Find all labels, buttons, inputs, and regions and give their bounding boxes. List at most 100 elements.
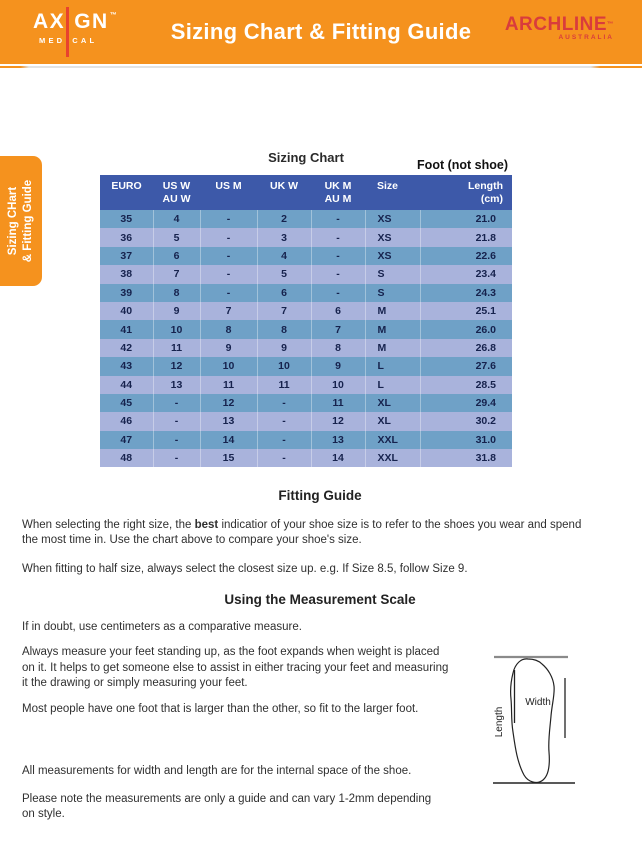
table-cell: 43 bbox=[100, 357, 153, 376]
table-cell: S bbox=[364, 283, 420, 302]
table-cell: 36 bbox=[100, 228, 153, 247]
table-cell: 26.0 bbox=[419, 320, 512, 339]
table-cell: - bbox=[152, 412, 200, 431]
table-cell: 6 bbox=[256, 283, 311, 302]
table-cell: 37 bbox=[100, 246, 153, 266]
table-cell: XXL bbox=[364, 430, 420, 450]
table-cell: 11 bbox=[152, 338, 200, 358]
table-cell: 31.8 bbox=[419, 449, 512, 468]
table-cell: XS bbox=[364, 210, 420, 229]
header-cell: UK M AU M bbox=[311, 175, 365, 210]
table-row: 48-15-14 XXL 31.8 bbox=[100, 449, 512, 468]
table-cell: 47 bbox=[100, 430, 153, 450]
page-title: Sizing Chart & Fitting Guide bbox=[170, 19, 472, 44]
paragraph-text: indicatior of your shoe size is to refer… bbox=[22, 519, 582, 546]
header-cell: Size bbox=[365, 175, 420, 210]
archline-logo: ARCHLINE™ AUSTRALIA bbox=[505, 15, 614, 42]
table-cell: 29.4 bbox=[419, 393, 512, 413]
table-cell: 31.0 bbox=[419, 430, 512, 450]
table-cell: 13 bbox=[310, 430, 365, 450]
table-cell: 5 bbox=[152, 228, 200, 247]
table-cell: - bbox=[199, 265, 257, 284]
table-cell: - bbox=[199, 210, 257, 229]
table-cell: - bbox=[152, 449, 200, 468]
fitting-guide-heading: Fitting Guide bbox=[278, 488, 362, 503]
table-cell: 11 bbox=[256, 375, 311, 394]
table-cell: 22.6 bbox=[419, 246, 512, 266]
axign-sub-left: MED bbox=[39, 36, 66, 45]
paragraph-standing-up: Always measure your feet standing up, as… bbox=[22, 646, 449, 689]
table-cell: - bbox=[310, 246, 365, 266]
table-row: 42 11 9 9 8 M 26.8 bbox=[100, 338, 512, 358]
banner-divider-line bbox=[0, 66, 642, 68]
table-header: EURO US W AU W US M UK W UK M AU M Size Length (c… bbox=[100, 175, 512, 210]
table-cell: 13 bbox=[199, 412, 257, 431]
sizing-chart-table: EURO US W AU W US M UK W UK M AU M Size Length (c… bbox=[100, 175, 512, 468]
table-cell: 39 bbox=[100, 283, 153, 302]
table-cell: 44 bbox=[100, 375, 153, 394]
paragraph-centimeters: If in doubt, use centimeters as a compar… bbox=[22, 621, 302, 633]
table-cell: 8 bbox=[152, 283, 200, 302]
header-row: EURO US W AU W US M UK W UK M AU M Size Length (c… bbox=[100, 175, 512, 210]
header-cell: Length (cm) bbox=[420, 175, 512, 210]
table-row: 41 10 8 8 7 M 26.0 bbox=[100, 320, 512, 339]
axign-name-left: AX bbox=[33, 10, 66, 33]
body-content: Fitting Guide When selecting the right s… bbox=[22, 488, 618, 836]
table-cell: 40 bbox=[100, 301, 153, 321]
archline-tm-mark: ™ bbox=[607, 21, 614, 28]
table-cell: 12 bbox=[152, 357, 200, 376]
header-cell: UK W bbox=[257, 175, 311, 210]
table-cell: 41 bbox=[100, 320, 153, 339]
table-cell: S bbox=[364, 265, 420, 284]
table-cell: 9 bbox=[199, 338, 257, 358]
paragraph-half-size: When fitting to half size, always select… bbox=[22, 563, 468, 575]
table-cell: XXL bbox=[364, 449, 420, 468]
table-cell: 10 bbox=[256, 357, 311, 376]
table-cell: 21.0 bbox=[419, 210, 512, 229]
table-cell: 14 bbox=[199, 430, 257, 450]
table-row: 40 9 7 7 6 M 25.1 bbox=[100, 301, 512, 321]
table-cell: L bbox=[364, 357, 420, 376]
table-cell: L bbox=[364, 375, 420, 394]
table-cell: 21.8 bbox=[419, 228, 512, 247]
table-cell: XL bbox=[364, 393, 420, 413]
table-cell: 6 bbox=[310, 301, 365, 321]
table-cell: 26.8 bbox=[419, 338, 512, 358]
table-cell: - bbox=[256, 412, 311, 431]
archline-logo-sub: AUSTRALIA bbox=[558, 34, 614, 41]
table-cell: 48 bbox=[100, 449, 153, 468]
table-cell: 10 bbox=[152, 320, 200, 339]
table-cell: 28.5 bbox=[419, 375, 512, 394]
table-cell: - bbox=[199, 246, 257, 266]
table-row: 35 4-2- XS 21.0 bbox=[100, 210, 512, 229]
table-cell: 4 bbox=[256, 246, 311, 266]
table-cell: 25.1 bbox=[419, 301, 512, 321]
foot-not-shoe-label: Foot (not shoe) bbox=[417, 158, 508, 172]
table-cell: 9 bbox=[310, 357, 365, 376]
table-cell: 9 bbox=[256, 338, 311, 358]
table-cell: 30.2 bbox=[419, 412, 512, 431]
archline-logo-name: ARCHLINE™ bbox=[505, 15, 614, 35]
table-cell: - bbox=[256, 393, 311, 413]
table-row: 38 7-5- S 23.4 bbox=[100, 265, 512, 284]
table-row: 47-14-13 XXL 31.0 bbox=[100, 430, 512, 450]
table-cell: 13 bbox=[152, 375, 200, 394]
measurement-scale-heading: Using the Measurement Scale bbox=[224, 592, 416, 607]
table-cell: M bbox=[364, 338, 420, 358]
table-cell: 15 bbox=[199, 449, 257, 468]
table-cell: 5 bbox=[256, 265, 311, 284]
table-row: 36 5-3- XS 21.8 bbox=[100, 228, 512, 247]
table-cell: - bbox=[256, 449, 311, 468]
paragraph-internal-space: All measurements for width and length ar… bbox=[22, 764, 412, 777]
length-label: Length bbox=[494, 707, 505, 738]
axign-logo: AX GN ™ MED CAL bbox=[33, 7, 118, 57]
table-cell: 7 bbox=[199, 301, 257, 321]
table-cell: 46 bbox=[100, 412, 153, 431]
axign-logo-name: AX GN ™ bbox=[33, 11, 118, 33]
paragraph-best-indicator: When selecting the right size, the best … bbox=[22, 518, 618, 548]
table-cell: XS bbox=[364, 228, 420, 247]
paragraph-guide-only: Please note the measurements are only a … bbox=[22, 792, 432, 820]
header-cell: US W AU W bbox=[153, 175, 200, 210]
axign-logo-red-stroke bbox=[66, 7, 69, 57]
